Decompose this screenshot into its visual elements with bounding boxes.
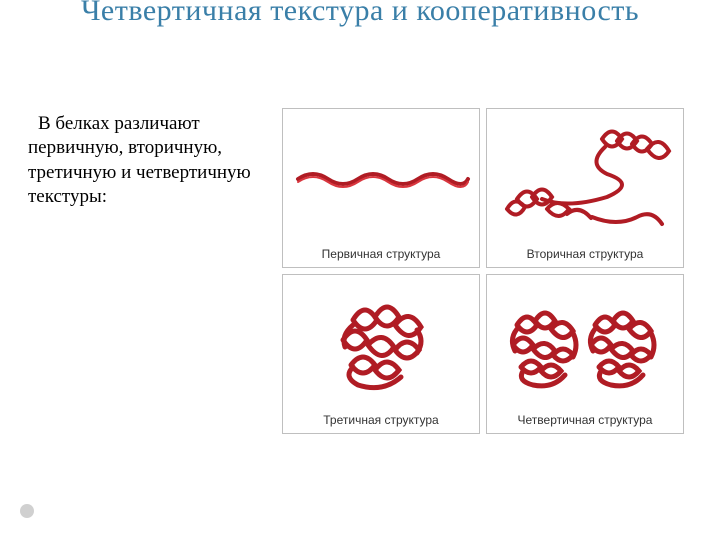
quaternary-structure-icon — [487, 275, 682, 435]
secondary-structure-icon — [487, 109, 682, 269]
panel-caption: Вторичная структура — [527, 247, 644, 261]
primary-structure-icon — [283, 109, 478, 269]
panel-primary: Первичная структура — [282, 108, 480, 268]
footer-bullet-icon — [20, 504, 34, 518]
panel-caption: Третичная структура — [323, 413, 438, 427]
panel-secondary: Вторичная структура — [486, 108, 684, 268]
panel-tertiary: Третичная структура — [282, 274, 480, 434]
text-column: В белках различают первичную, вторичную,… — [28, 104, 278, 438]
tertiary-structure-icon — [283, 275, 478, 435]
panel-quaternary: Четвертичная структура — [486, 274, 684, 434]
body-paragraph: В белках различают первичную, вторичную,… — [28, 112, 270, 209]
protein-structure-diagram: Первичная структура — [278, 104, 688, 438]
panel-caption: Первичная структура — [322, 247, 441, 261]
slide: Четвертичная текстура и кооперативность … — [0, 0, 720, 534]
panel-caption: Четвертичная структура — [518, 413, 653, 427]
slide-body: В белках различают первичную, вторичную,… — [28, 104, 688, 438]
diagram-grid: Первичная структура — [278, 104, 688, 438]
slide-title: Четвертичная текстура и кооперативность — [0, 0, 720, 29]
